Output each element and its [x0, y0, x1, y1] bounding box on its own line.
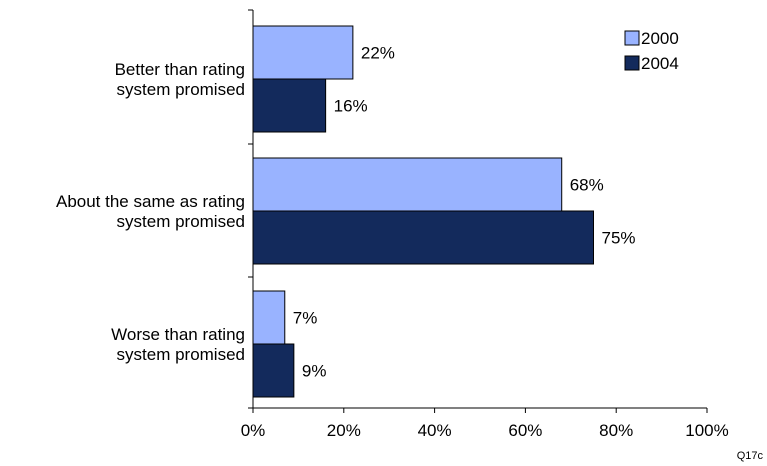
data-labels: 22% 16% 68% 75% 7% 9%: [293, 44, 636, 381]
data-label-2000-2: 7%: [293, 309, 318, 328]
category-label-1-line-0: About the same as rating: [56, 192, 245, 211]
legend: 2000 2004: [624, 29, 679, 73]
category-label-0-line-1: system promised: [117, 80, 245, 99]
bar-2004-2: [252, 343, 295, 398]
bar-2004-1: [252, 210, 594, 265]
x-tick-label-5: 100%: [685, 421, 728, 440]
data-label-2004-2: 9%: [302, 362, 327, 381]
bar-2000-2: [252, 290, 286, 345]
category-label-1-line-1: system promised: [117, 212, 245, 231]
legend-label-2000: 2000: [641, 29, 679, 48]
x-tick-label-4: 80%: [599, 421, 633, 440]
legend-swatch-2004: [624, 55, 640, 71]
x-tick-label-1: 20%: [327, 421, 361, 440]
x-tick-label-2: 40%: [418, 421, 452, 440]
axes: [248, 9, 707, 409]
data-label-2004-0: 16%: [334, 97, 368, 116]
category-label-2-line-0: Worse than rating: [111, 325, 245, 344]
legend-label-2004: 2004: [641, 54, 679, 73]
x-tick-label-0: 0%: [241, 421, 266, 440]
category-label-0-line-0: Better than rating: [115, 60, 245, 79]
data-label-2004-1: 75%: [602, 229, 636, 248]
bar-2004-0: [252, 78, 327, 133]
footnote: Q17c: [736, 450, 763, 462]
bars-group: [252, 25, 594, 398]
category-label-2-line-1: system promised: [117, 345, 245, 364]
bar-2000-0: [252, 25, 354, 80]
legend-swatch-2000: [624, 30, 640, 46]
x-tick-label-3: 60%: [508, 421, 542, 440]
x-tick-labels: 0% 20% 40% 60% 80% 100%: [241, 408, 729, 440]
data-label-2000-0: 22%: [361, 44, 395, 63]
data-label-2000-1: 68%: [570, 176, 604, 195]
bar-2000-1: [252, 157, 563, 212]
